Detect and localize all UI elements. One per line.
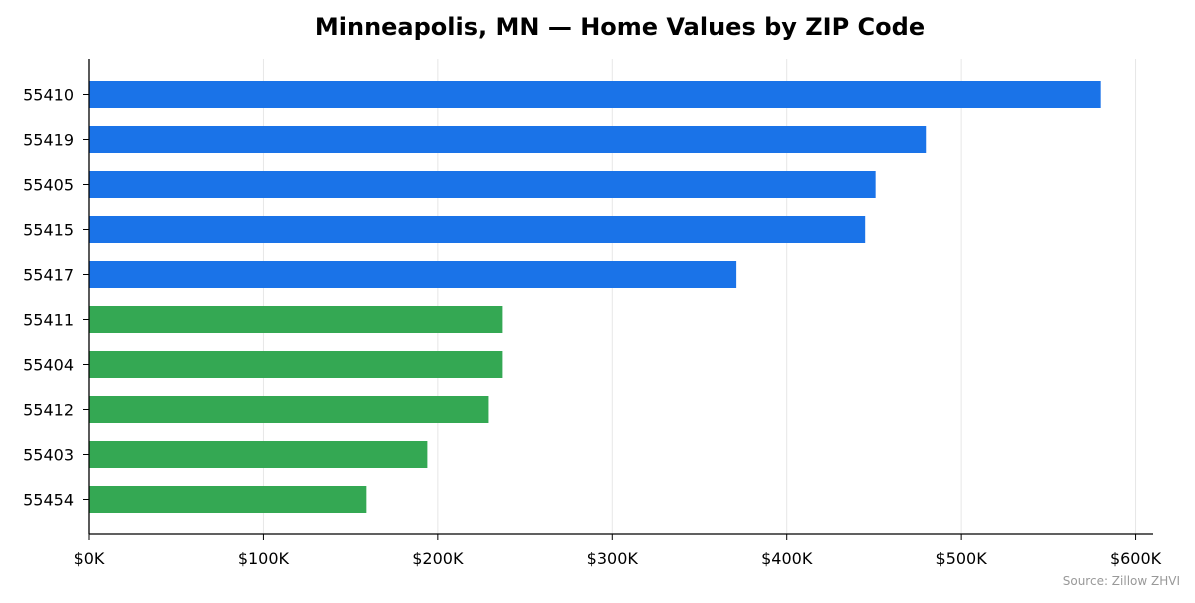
bars [89,81,1101,513]
bar-55454 [89,486,367,513]
y-tick-label: 55410 [23,86,74,105]
x-tick-label: $600K [1110,549,1162,568]
bar-55403 [89,441,428,468]
x-tick-label: $300K [587,549,639,568]
x-tick-label: $100K [238,549,290,568]
bar-55411 [89,306,503,333]
bar-55419 [89,126,927,153]
x-tick-label: $500K [936,549,988,568]
bar-55405 [89,171,876,198]
bar-55412 [89,396,489,423]
y-tick-label: 55417 [23,266,74,285]
source-note: Source: Zillow ZHVI [1062,574,1180,588]
x-tick-label: $0K [74,549,105,568]
y-tick-label: 55454 [23,491,74,510]
bar-55415 [89,216,866,243]
y-tick-label: 55404 [23,356,74,375]
bar-55404 [89,351,503,378]
y-tick-label: 55403 [23,446,74,465]
y-tick-label: 55405 [23,176,74,195]
bar-55417 [89,261,737,288]
x-tick-label: $200K [412,549,464,568]
bar-55410 [89,81,1101,108]
x-tick-labels: $0K $100K $200K $300K $400K $500K $600K [74,549,1162,568]
y-tick-label: 55411 [23,311,74,330]
y-tick-label: 55415 [23,221,74,240]
axes [83,59,1153,540]
y-tick-labels: 55410 55419 55405 55415 55417 55411 55404 55412… [23,86,74,510]
x-tick-label: $400K [761,549,813,568]
chart-title: Minneapolis, MN — Home Values by ZIP Cod… [315,13,925,41]
y-tick-label: 55419 [23,131,74,150]
y-tick-label: 55412 [23,401,74,420]
